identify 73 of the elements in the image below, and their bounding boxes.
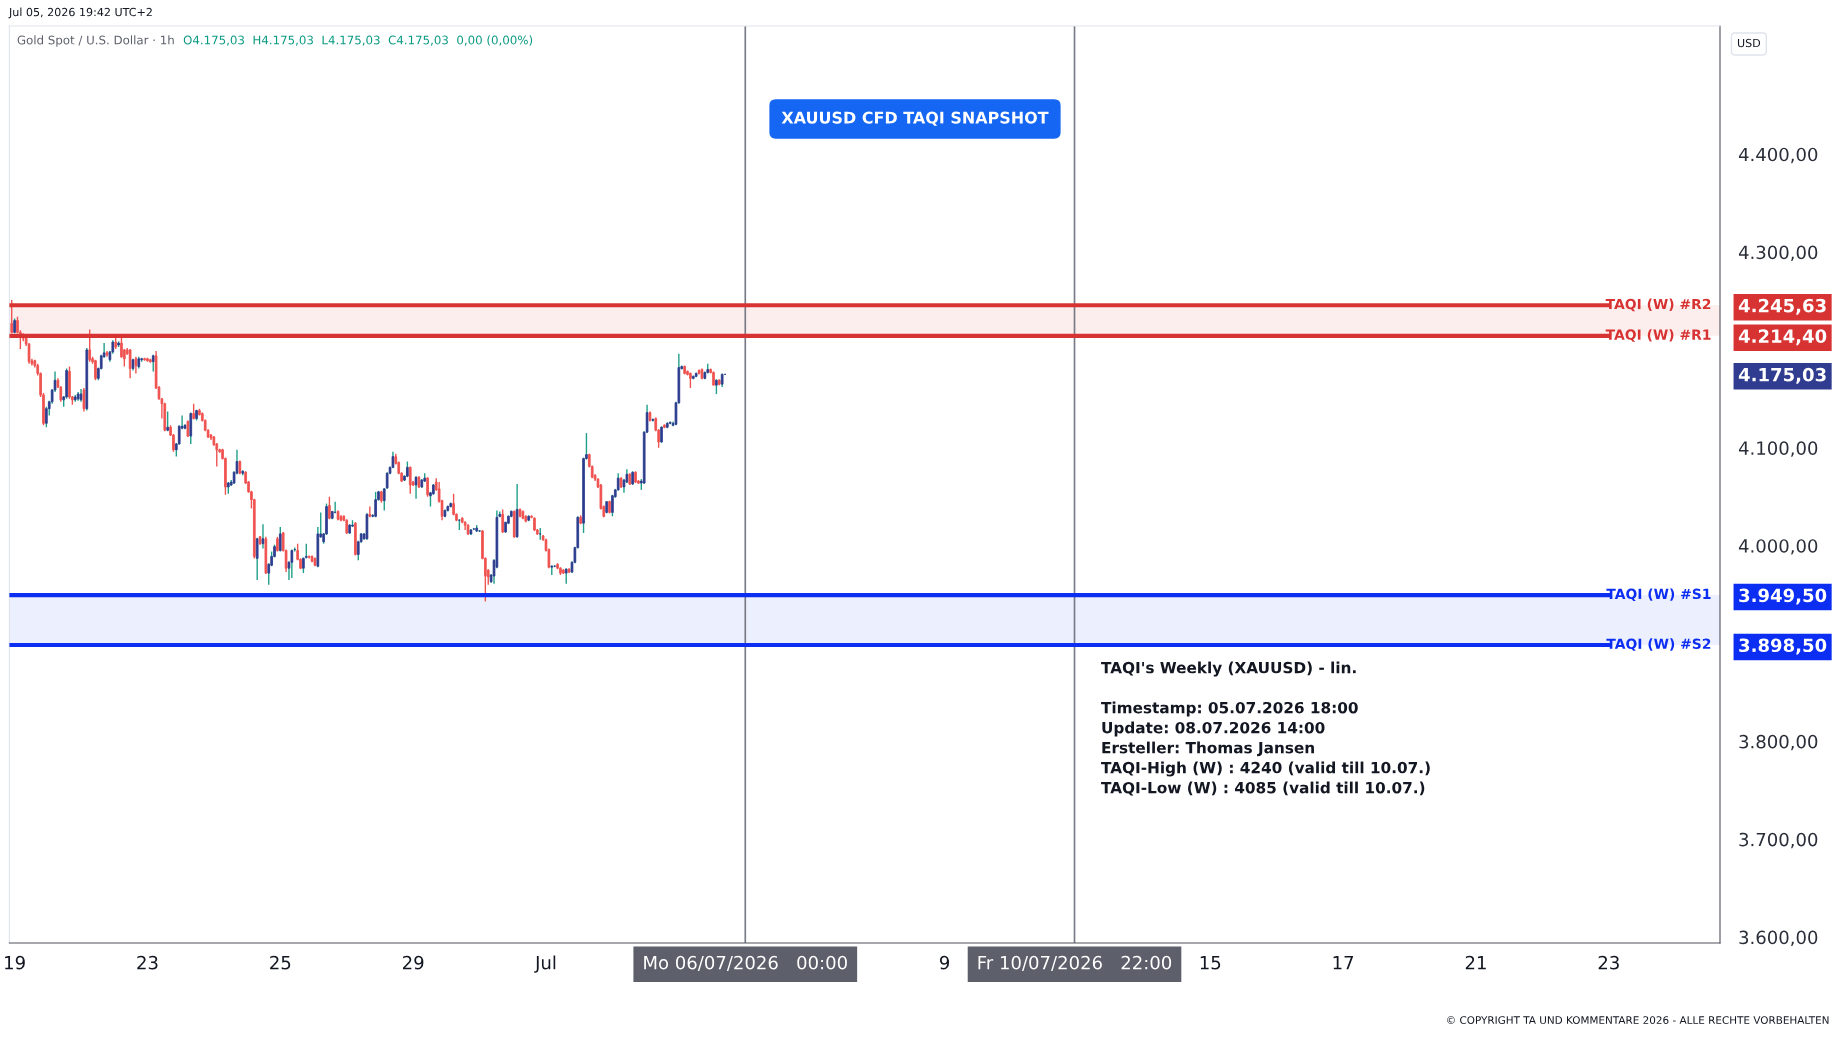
annotation: Ersteller: Thomas Jansen <box>1102 741 1314 757</box>
ref-line-label: TAQI (W) #S2 <box>1606 638 1711 651</box>
x-tick-label: 29 <box>402 955 424 970</box>
y-tick-label: 4.245,63 <box>1738 298 1826 315</box>
x-tick-label: 17 <box>1333 956 1354 970</box>
candlestick <box>354 521 357 557</box>
y-tick-label: 3.600,00 <box>1739 930 1818 947</box>
annotation: Timestamp: 05.07.2026 18:00 <box>1101 701 1358 717</box>
candlestick <box>88 328 91 363</box>
x-tick-label: 21 <box>1465 955 1486 970</box>
candlestick <box>380 490 383 504</box>
x-tick-label: 23 <box>137 955 158 970</box>
candlestick <box>634 470 637 484</box>
ref-line-label: TAQI (W) #S1 <box>1606 588 1711 601</box>
candlestick <box>276 536 279 553</box>
y-tick-label: 4.175,03 <box>1738 367 1826 384</box>
y-tick-label: 3.800,00 <box>1739 734 1818 751</box>
ref-line-label: TAQI (W) #R1 <box>1605 329 1711 342</box>
candlestick <box>65 367 68 400</box>
candlestick <box>68 365 71 400</box>
x-tick-label: 25 <box>270 955 291 970</box>
x-tick-label: 15 <box>1200 956 1221 970</box>
candlestick <box>94 359 97 381</box>
text: XAUUSD CFD TAQI SNAPSHOT <box>781 111 1049 126</box>
annotation: O4.175,03 H4.175,03 L4.175,03 C4.175,03 0,00 (0,00%) <box>183 35 533 46</box>
x-tick-label: 9 <box>939 955 950 970</box>
candlestick <box>530 514 533 519</box>
y-tick-label: 4.214,40 <box>1738 329 1827 346</box>
candlestick <box>166 410 169 432</box>
candlestick <box>579 514 582 525</box>
y-axis-title: USD <box>1737 38 1761 48</box>
candlestick <box>406 460 409 478</box>
candlestick <box>195 408 198 422</box>
candlestick <box>605 500 608 515</box>
annotation: TAQI's Weekly (XAUUSD) - lin. <box>1101 661 1356 677</box>
candlestick <box>712 370 715 386</box>
x-tick-label: 19 <box>5 955 25 970</box>
annotation: Update: 08.07.2026 14:00 <box>1102 721 1325 737</box>
candlestick <box>559 566 562 576</box>
x-tick-label: Jul <box>534 955 556 973</box>
text: Gold Spot / U.S. Dollar · 1h <box>17 35 174 47</box>
y-tick-label: 4.400,00 <box>1738 147 1818 164</box>
x-tick-label: Fr 10/07/2026 22:00 <box>978 955 1172 971</box>
candlestick <box>608 499 611 515</box>
annotation: TAQI-Low (W) : 4085 (valid till 10.07.) <box>1101 781 1425 796</box>
y-tick-label: 3.700,00 <box>1739 832 1818 849</box>
candlestick <box>146 357 149 363</box>
candlestick <box>149 358 152 364</box>
candlestick <box>562 568 565 575</box>
y-tick-label: 4.100,00 <box>1738 441 1818 457</box>
y-tick-label: 4.000,00 <box>1738 539 1818 555</box>
candlestick <box>302 556 305 574</box>
candlestick <box>143 357 146 362</box>
x-tick-label: Mo 06/07/2026 00:00 <box>644 955 847 971</box>
candlestick <box>348 523 351 535</box>
text: © COPYRIGHT TA UND KOMMENTARE 2026 - ALLE RECHTE VORBEHALTEN <box>1447 1016 1829 1025</box>
y-tick-label: 3.949,50 <box>1739 588 1827 605</box>
y-tick-label: 4.300,00 <box>1738 245 1818 262</box>
candlestick <box>192 403 195 421</box>
text: Jul 05, 2026 19:42 UTC+2 <box>8 7 152 19</box>
y-tick-label: 3.898,50 <box>1739 638 1827 655</box>
ref-line-label: TAQI (W) #R2 <box>1605 298 1711 312</box>
candlestick <box>13 317 16 334</box>
candlestick <box>10 299 14 334</box>
candlestick <box>432 483 435 496</box>
candlestick <box>198 407 201 417</box>
candlestick <box>660 425 663 444</box>
candlestick <box>533 516 536 532</box>
x-tick-label: 23 <box>1598 955 1619 970</box>
candlestick <box>426 476 429 498</box>
candlestick <box>117 340 120 348</box>
candlestick <box>140 357 143 363</box>
annotation: TAQI-High (W) : 4240 (valid till 10.07.) <box>1101 761 1430 777</box>
